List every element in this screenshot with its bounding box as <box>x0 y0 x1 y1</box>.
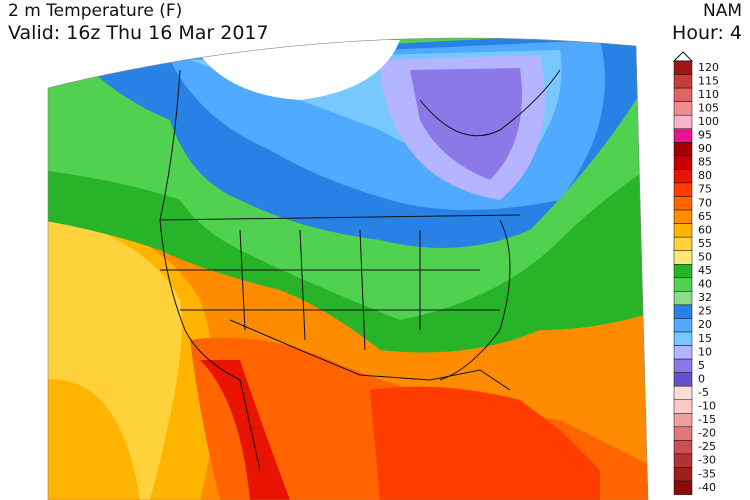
colorbar-label: -25 <box>698 440 716 453</box>
colorbar-label: 95 <box>698 129 712 142</box>
title: 2 m Temperature (F) <box>8 1 182 21</box>
colorbar-label: -35 <box>698 467 716 480</box>
colorbar-swatch <box>673 440 693 455</box>
model: NAM <box>703 1 742 21</box>
colorbar-swatch <box>673 426 693 441</box>
colorbar-label: 25 <box>698 305 712 318</box>
colorbar-swatch <box>673 480 693 495</box>
colorbar-label: 60 <box>698 223 712 236</box>
colorbar-label: -30 <box>698 454 716 467</box>
colorbar-swatch <box>673 250 693 265</box>
colorbar-swatch <box>673 87 693 102</box>
colorbar-swatch <box>673 155 693 170</box>
colorbar-swatch <box>673 223 693 238</box>
colorbar-label: 80 <box>698 169 712 182</box>
temperature-field <box>48 38 648 500</box>
colorbar-arrow <box>672 51 694 62</box>
colorbar-swatch <box>673 372 693 387</box>
colorbar-swatch <box>673 304 693 319</box>
colorbar-label: 75 <box>698 183 712 196</box>
colorbar-swatch <box>673 453 693 468</box>
colorbar-swatch <box>673 318 693 333</box>
colorbar-swatch <box>673 60 693 75</box>
colorbar-label: -10 <box>698 400 716 413</box>
colorbar-label: 100 <box>698 115 719 128</box>
colorbar-swatch <box>673 182 693 197</box>
colorbar-label: 65 <box>698 210 712 223</box>
colorbar-swatch <box>673 331 693 346</box>
colorbar-label: 85 <box>698 156 712 169</box>
colorbar-label: 45 <box>698 264 712 277</box>
colorbar-swatch <box>673 128 693 143</box>
colorbar-swatch <box>673 399 693 414</box>
colorbar-label: 0 <box>698 372 705 385</box>
colorbar-label: 20 <box>698 318 712 331</box>
colorbar-label: 90 <box>698 142 712 155</box>
colorbar-label: -5 <box>698 386 709 399</box>
colorbar-swatch <box>673 467 693 482</box>
colorbar-swatch <box>673 196 693 211</box>
colorbar-label: -15 <box>698 413 716 426</box>
colorbar-swatch <box>673 142 693 157</box>
colorbar-label: 120 <box>698 61 719 74</box>
colorbar: 1201151101051009590858075706560555045403… <box>673 60 719 495</box>
colorbar-label: 5 <box>698 359 705 372</box>
colorbar-swatch <box>673 413 693 428</box>
colorbar-swatch <box>673 277 693 292</box>
colorbar-swatch <box>673 74 693 89</box>
colorbar-label: 105 <box>698 101 719 114</box>
colorbar-swatch <box>673 345 693 360</box>
colorbar-label: 55 <box>698 237 712 250</box>
colorbar-swatch <box>673 236 693 251</box>
colorbar-label: 15 <box>698 332 712 345</box>
colorbar-swatch <box>673 209 693 224</box>
colorbar-swatch <box>673 101 693 116</box>
domain-edge <box>47 37 649 500</box>
colorbar-label: -20 <box>698 427 716 440</box>
colorbar-label: 40 <box>698 278 712 291</box>
colorbar-swatch <box>673 169 693 184</box>
colorbar-label: -40 <box>698 481 716 494</box>
borders <box>159 69 561 471</box>
colorbar-swatch <box>673 114 693 129</box>
colorbar-label: 70 <box>698 196 712 209</box>
colorbar-swatch <box>673 385 693 401</box>
colorbar-swatch <box>673 264 693 279</box>
colorbar-label: 10 <box>698 345 712 358</box>
colorbar-label: 50 <box>698 250 712 263</box>
valid-time: Valid: 16z Thu 16 Mar 2017 <box>8 22 269 44</box>
colorbar-label: 115 <box>698 74 719 87</box>
colorbar-swatch <box>673 291 693 306</box>
colorbar-label: 110 <box>698 88 719 101</box>
colorbar-swatch <box>673 358 693 373</box>
colorbar-label: 32 <box>698 291 712 304</box>
forecast-hour: Hour: 4 <box>672 22 742 44</box>
